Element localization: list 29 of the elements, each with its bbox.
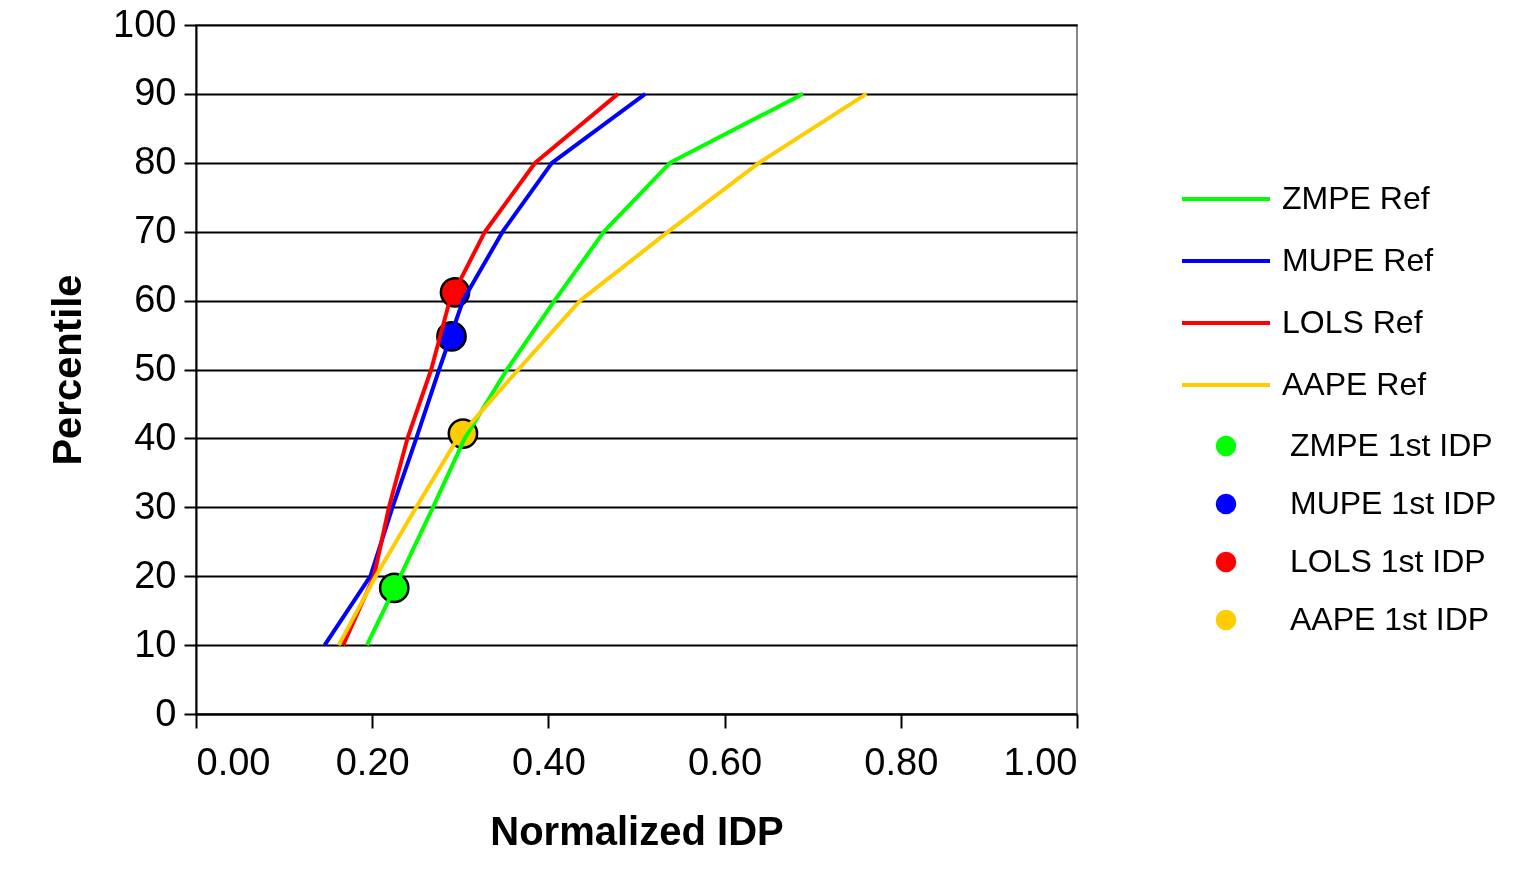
legend-label: LOLS Ref bbox=[1282, 304, 1423, 340]
legend-label: MUPE 1st IDP bbox=[1290, 485, 1497, 521]
legend-label: AAPE Ref bbox=[1282, 366, 1427, 402]
x-tick-label: 1.00 bbox=[1003, 740, 1078, 783]
legend-label: AAPE 1st IDP bbox=[1290, 601, 1490, 637]
y-tick-label: 30 bbox=[134, 484, 177, 527]
y-tick-label: 100 bbox=[113, 2, 177, 45]
x-tick-label: 0.40 bbox=[511, 740, 586, 783]
y-tick-label: 50 bbox=[134, 347, 177, 389]
x-tick-label: 0.80 bbox=[864, 740, 939, 783]
legend-label: ZMPE Ref bbox=[1282, 180, 1430, 216]
y-tick-label: 70 bbox=[134, 209, 177, 252]
y-tick-label: 0 bbox=[155, 691, 177, 734]
line-series bbox=[364, 91, 806, 648]
x-axis-title: Normalized IDP bbox=[490, 808, 784, 853]
legend-label: LOLS 1st IDP bbox=[1290, 543, 1486, 579]
y-tick-label: 20 bbox=[134, 553, 177, 596]
legend-label: MUPE Ref bbox=[1282, 242, 1434, 278]
y-tick-label: 40 bbox=[134, 415, 177, 458]
y-axis-title: Percentile bbox=[45, 274, 90, 466]
legend-label: ZMPE 1st IDP bbox=[1290, 427, 1493, 463]
y-tick-label: 80 bbox=[134, 140, 177, 183]
y-tick-label: 90 bbox=[134, 71, 177, 114]
y-tick-label: 10 bbox=[134, 622, 177, 665]
x-tick-label: 0.60 bbox=[688, 740, 763, 783]
line-series bbox=[336, 91, 869, 648]
x-tick-label: 0.00 bbox=[196, 740, 271, 783]
y-tick-label: 60 bbox=[134, 278, 177, 321]
x-tick-label: 0.20 bbox=[335, 740, 410, 783]
